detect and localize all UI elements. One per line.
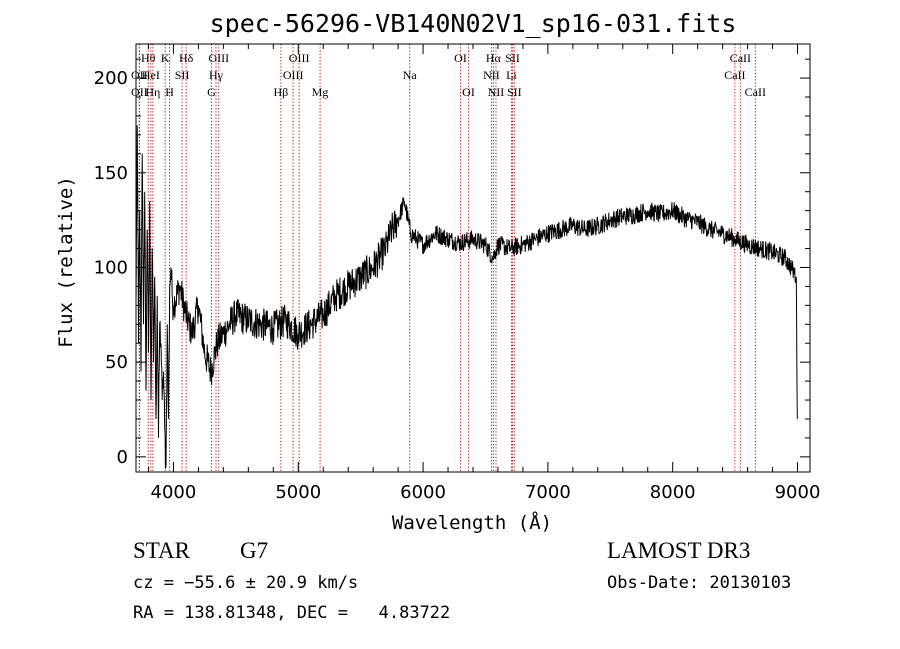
y-tick-label: 150 [94,163,128,184]
spectral-line-label: Hβ [274,85,289,99]
x-tick-label: 4000 [151,482,197,503]
spectral-line-label: CaII [724,68,745,82]
y-axis-label: Flux (relative) [55,176,77,348]
chart-title: spec-56296-VB140N02V1_sp16-031.fits [210,9,737,38]
spectral-line-label: Na [403,68,418,82]
spectral-line-label: OI [454,51,467,65]
spectral-line-label: SII [507,85,522,99]
flux-series-line [135,125,798,469]
x-tick-label: 5000 [275,482,321,503]
obs-date-readout: Obs-Date: 20130103 [607,573,792,593]
spectral-line-label: CaII [730,51,751,65]
spectral-line-label: K [161,51,170,65]
y-tick-label: 200 [94,68,128,89]
y-tick-label: 50 [105,352,128,373]
coordinates-readout: RA = 138.81348, DEC = 4.83722 [133,603,451,623]
x-tick-label: 6000 [400,482,446,503]
x-tick-label: 7000 [525,482,571,503]
axis-ticks: 4000 5000 6000 7000 8000 9000 0 50 100 150 200 [94,44,821,503]
spectral-line-label: OIII [283,68,304,82]
spectral-line-label: Hθ [141,51,156,65]
spectral-line-label: H [165,85,174,99]
spectral-line-label: Hδ [179,51,194,65]
y-tick-label: 100 [94,257,128,278]
x-axis-label: Wavelength (Å) [392,511,552,534]
spectral-line-label: Hγ [209,68,224,82]
spectral-line-label: SII [505,51,520,65]
spectral-line-label: OIII [208,51,229,65]
subclass-label: G7 [240,538,269,563]
x-tick-label: 9000 [775,482,821,503]
spectral-line-label: SII [175,68,190,82]
spectral-line-label: Li [506,68,517,82]
spectral-line-label: G [207,85,216,99]
spectral-line-label: CaII [745,85,766,99]
spectral-line-label: HeI [142,68,160,82]
plot-frame [135,43,811,473]
spectral-line-label: OI [462,85,475,99]
spectral-line-label: Mg [312,85,329,99]
y-tick-label: 0 [117,447,128,468]
spectral-line-label: NII [483,68,500,82]
spectral-line-label: OII [131,85,148,99]
spectral-line-label: OIII [289,51,310,65]
spectral-line-label: Hη [145,85,160,99]
x-tick-label: 8000 [650,482,696,503]
spectral-line-label: Hα [486,51,502,65]
redshift-readout: cz = −55.6 ± 20.9 km/s [133,573,359,593]
spectral-line-label: NII [488,85,505,99]
survey-label: LAMOST DR3 [607,538,751,563]
object-class-label: STAR [133,538,190,563]
